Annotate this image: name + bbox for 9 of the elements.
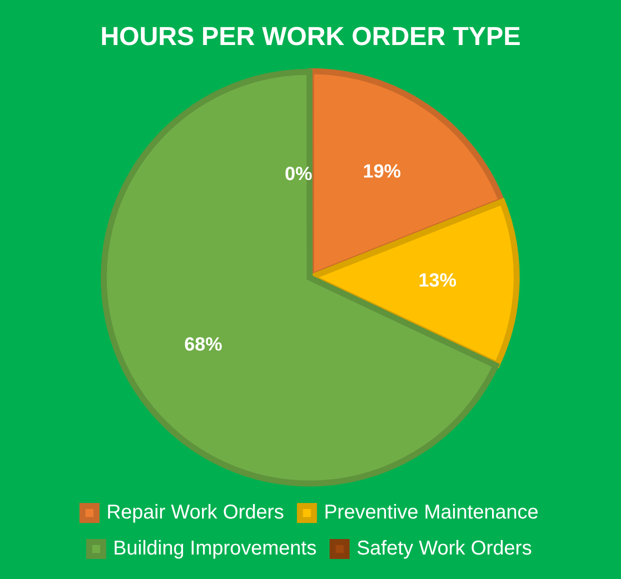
data-label: 19% (362, 161, 402, 182)
text: 0% (284, 164, 312, 185)
legend-label: Safety Work Orders (356, 538, 532, 560)
legend-label: Preventive Maintenance (324, 502, 539, 524)
legend-label: Building Improvements (113, 538, 317, 560)
data-label: 68% (184, 334, 222, 356)
data-label: 13% (418, 270, 457, 292)
chart-title: HOURS PER WORK ORDER TYPE (100, 20, 521, 51)
legend-label: Repair Work Orders (106, 502, 284, 524)
